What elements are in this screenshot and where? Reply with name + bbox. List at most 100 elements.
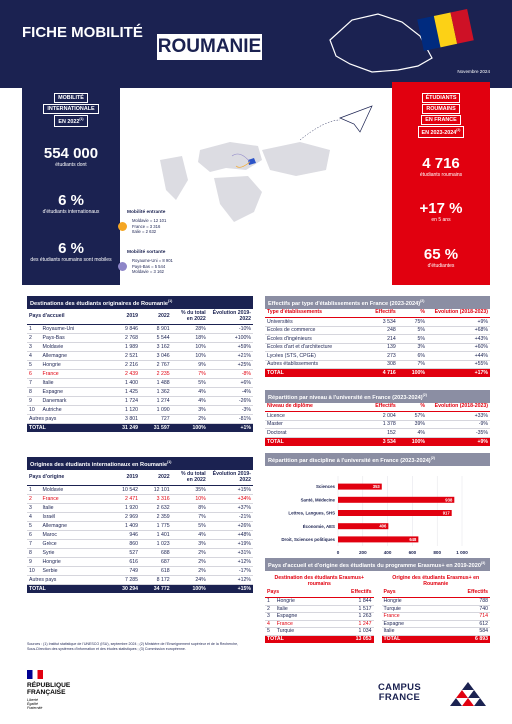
cell: 248 [359, 326, 398, 336]
legend-dot [118, 221, 127, 231]
stat-text: d'étudiants internationaux [42, 209, 100, 215]
cell: 3 801 [108, 414, 140, 424]
cell: 8 901 [139, 324, 172, 334]
title-note: (2) [422, 393, 427, 397]
cell: +37% [207, 503, 253, 513]
cell: 4% [171, 387, 208, 397]
cell: 584 [446, 627, 490, 636]
label-line: MOBILITÉ [54, 93, 88, 103]
cell: 24% [171, 575, 208, 585]
cell: 152 [359, 428, 398, 438]
table-row: France 714 [381, 612, 490, 621]
cell: Pays-Bas [40, 333, 109, 343]
table-row: Lycées (STS, CPGE) 273 6% +44% [265, 351, 490, 361]
cell: 1 023 [139, 539, 172, 549]
cell: Italie [40, 378, 109, 388]
total-row: TOTAL 30 294 34 772 100% +15% [27, 584, 253, 594]
column-header: Pays d'origine [27, 470, 109, 486]
country-name: ROUMANIE [157, 36, 262, 57]
cell: Universités [265, 317, 360, 327]
table-row: Espagne 612 [381, 620, 490, 629]
cell: 3% [397, 343, 427, 353]
cell: 4 [27, 351, 41, 361]
table-row: Hongrie 788 [381, 597, 490, 606]
cell: -26% [207, 396, 253, 406]
cell: 2 [265, 605, 275, 614]
cell: 714 [446, 612, 490, 621]
cell: Turquie [381, 605, 447, 614]
column-header: % [397, 309, 427, 319]
cell: 3% [171, 405, 208, 415]
cell: 2 521 [108, 351, 140, 361]
cell: 10% [171, 342, 208, 352]
table-row: Licence 2 004 57% +33% [265, 411, 490, 421]
table-row: Turquie 740 [381, 605, 490, 614]
cell: Italie [274, 605, 335, 614]
bar [338, 523, 389, 530]
cell: 18% [171, 333, 208, 343]
cell: 1 [265, 597, 275, 606]
cell: -81% [207, 414, 253, 424]
cell: +26% [207, 521, 253, 531]
cell: 31 249 [108, 423, 140, 433]
column-header: 2019 [108, 309, 140, 325]
x-tick-label: 1 000 [456, 550, 468, 555]
legend-item: France = 3 316 [132, 223, 161, 229]
cell: Royaume-Uni [40, 324, 109, 334]
cell: Turquie [274, 627, 335, 636]
column-header: Niveau de diplôme [265, 403, 360, 413]
column-header: 2019 [108, 470, 140, 486]
cell: 2 235 [139, 369, 172, 379]
paper-plane [339, 105, 373, 133]
cell: -4% [207, 387, 253, 397]
cell: 13 053 [334, 635, 374, 643]
label-line: EN 2023-2024(2) [417, 126, 465, 138]
cell: Master [265, 420, 360, 430]
cell: 10 [27, 405, 41, 415]
cell: Maroc [40, 530, 109, 540]
cell: 214 [359, 334, 398, 344]
legend-item: Royaume-Uni = 8 901 [132, 258, 173, 263]
motto: Fraternité [27, 706, 43, 711]
brand-triangle [456, 690, 468, 698]
stat-value: 65 % [423, 246, 459, 263]
cell: 28% [171, 324, 208, 334]
erasmus-block: Pays d'accueil et d'origine des étudiant… [265, 558, 490, 643]
stat-text: d'étudiantes [427, 263, 455, 269]
cell: -35% [427, 428, 490, 438]
cell: Espagne [274, 612, 335, 621]
stat-text: étudiants dont [55, 162, 87, 168]
total-row: TOTAL 4 716 100% +17% [265, 368, 490, 378]
table-row: Master 1 378 39% -9% [265, 420, 490, 430]
table-block: Répartition par niveau à l'université en… [265, 390, 490, 446]
cell: 1 [27, 485, 41, 495]
cell: 1 274 [139, 396, 172, 406]
cell: France [381, 612, 447, 621]
cell: 1 401 [139, 530, 172, 540]
stat-text: étudiants roumains [419, 172, 463, 178]
cell: 5% [397, 326, 427, 336]
title-note: (3) [480, 561, 486, 565]
stat-value: 554 000 [43, 145, 99, 162]
republic-name: FRANÇAISE [27, 689, 66, 696]
stat-value: 4 716 [422, 155, 460, 172]
table-row: Écoles d'art et d'architecture 139 3% +60% [265, 343, 490, 353]
table-row: 3 Moldavie 1 989 3 162 10% +59% [27, 342, 253, 352]
cell: +12% [207, 557, 253, 567]
date: Novembre 2024 [457, 69, 490, 74]
header-row: Pays d'accueil 2019 2022% du total en 2022… [27, 309, 253, 325]
legend-body: Moldavie = 12 101 France = 3 316 Italie = … [118, 218, 208, 235]
cell: Hongrie [274, 597, 335, 606]
table-row: 6 Maroc 946 1 401 4% +48% [27, 530, 253, 540]
cell: 8 [27, 548, 41, 558]
cell: +60% [427, 343, 490, 353]
value-label: 353 [373, 484, 381, 489]
legend-item: Moldavie = 12 101 [132, 218, 167, 223]
bar [338, 483, 382, 490]
title-note: (2) [420, 299, 425, 303]
cell: +100% [207, 333, 253, 343]
cell: 100% [171, 584, 208, 594]
table: Pays Effectifs Hongrie 788 Turquie 740 France 7… [381, 589, 490, 643]
brand-name: FRANCE [378, 691, 421, 703]
cell: +9% [427, 437, 490, 446]
